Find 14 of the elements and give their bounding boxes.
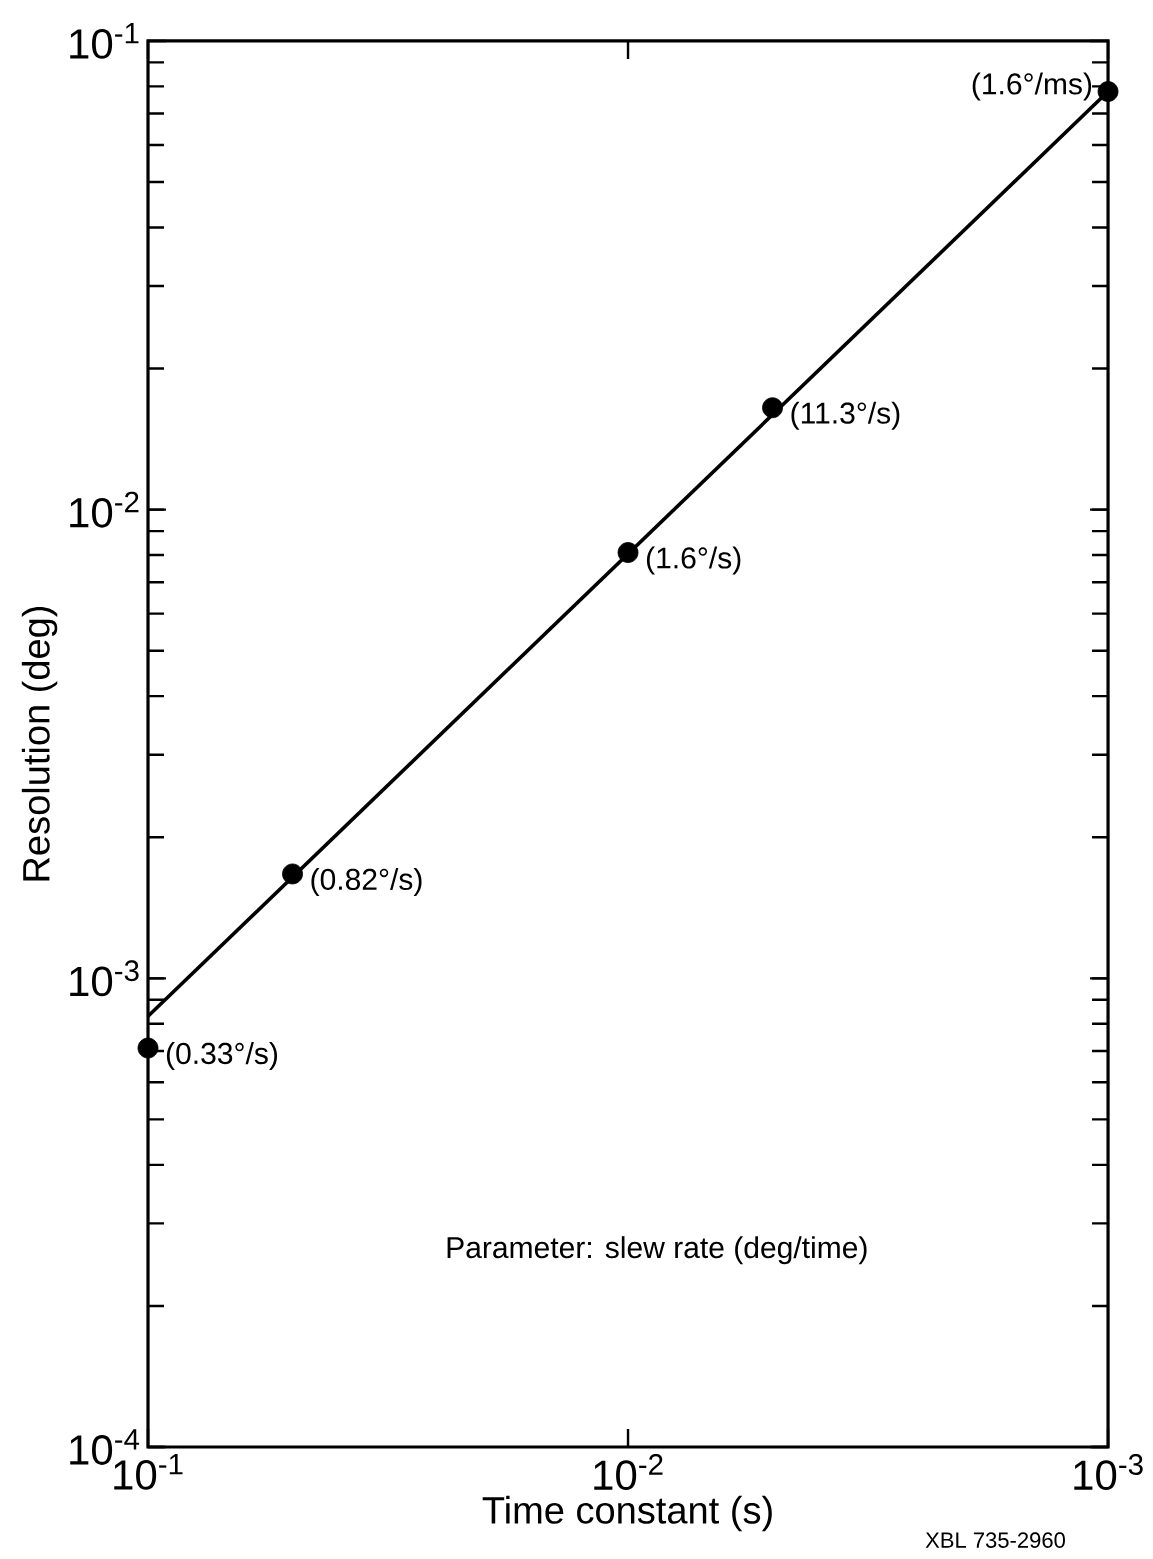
- y-axis-title: Resolution (deg): [21, 606, 58, 881]
- y-tick-label: 10$^{-3}$: [70, 960, 139, 997]
- annotation: (11.3°/s): [791, 401, 900, 430]
- annotation: (0.33°/s): [166, 1042, 278, 1071]
- x-axis-title: Time constant (s): [482, 1495, 772, 1532]
- x-tick-label: 10$^{-2}$: [594, 1454, 663, 1491]
- annotation: (1.6°/s): [646, 546, 741, 575]
- annotation: (0.82°/s): [311, 867, 422, 896]
- x-tick-label: 10$^{-3}$: [1074, 1454, 1143, 1491]
- y-tick-label: 10$^{-2}$: [70, 491, 139, 528]
- annotation: (1.6°/ms): [972, 72, 1092, 101]
- annotation: Parameter: slew rate (deg/time): [447, 1236, 867, 1265]
- y-tick-label: 10$^{-1}$: [70, 23, 139, 59]
- text: XBL 735-2960: [925, 1532, 1065, 1548]
